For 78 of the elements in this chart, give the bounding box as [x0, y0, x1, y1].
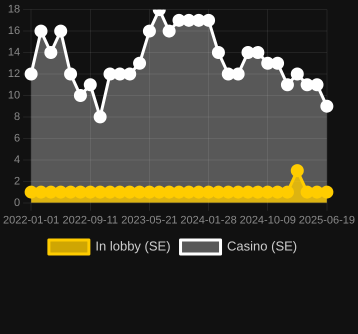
- point: [261, 186, 274, 199]
- point: [271, 56, 284, 70]
- point: [34, 24, 48, 38]
- y-tick-label: 16: [8, 25, 20, 38]
- point: [142, 24, 156, 38]
- point: [271, 186, 284, 199]
- point: [320, 186, 334, 199]
- point: [251, 186, 264, 199]
- point: [123, 68, 136, 80]
- point: [300, 78, 314, 92]
- point: [290, 68, 304, 80]
- point: [242, 186, 255, 199]
- point: [74, 88, 87, 102]
- point: [142, 186, 156, 199]
- x-tick-label: 2022-01-01: [2, 214, 60, 226]
- point: [182, 14, 196, 27]
- x-tick-label: 2022-09-11: [62, 214, 118, 226]
- point: [182, 186, 196, 199]
- point: [202, 14, 216, 27]
- point: [251, 46, 264, 60]
- y-tick-label: 12: [8, 68, 20, 80]
- y-tick-label: 0: [14, 196, 20, 209]
- y-tick-label: 18: [8, 4, 20, 16]
- x-tick-label: 2025-06-19: [298, 214, 356, 226]
- point: [242, 46, 255, 60]
- point: [133, 56, 146, 70]
- y-tick-label: 14: [8, 46, 20, 59]
- y-tick-label: 2: [14, 175, 20, 188]
- legend-label: Casino (SE): [227, 238, 298, 254]
- point: [172, 14, 186, 27]
- point: [103, 68, 116, 80]
- point: [123, 186, 136, 199]
- x-tick-label: 2024-10-09: [240, 214, 296, 226]
- point: [202, 186, 216, 199]
- y-tick-label: 8: [14, 110, 20, 123]
- point: [192, 186, 206, 199]
- legend-label: In lobby (SE): [95, 238, 171, 254]
- x-tick-label: 2023-05-21: [121, 214, 178, 226]
- point: [34, 186, 48, 199]
- point: [290, 164, 304, 178]
- point: [94, 186, 107, 199]
- point: [280, 186, 294, 199]
- point: [232, 186, 245, 199]
- point: [54, 186, 68, 199]
- point: [24, 186, 38, 199]
- point: [103, 186, 116, 199]
- point: [162, 186, 176, 199]
- point: [192, 14, 206, 27]
- point: [113, 186, 126, 199]
- point: [222, 186, 235, 199]
- point: [172, 186, 186, 199]
- x-tick-label: 2024-01-28: [180, 214, 237, 226]
- point: [44, 186, 58, 199]
- point: [133, 186, 146, 199]
- point: [84, 186, 97, 199]
- y-tick-label: 6: [14, 132, 20, 144]
- y-tick-label: 4: [14, 154, 20, 166]
- point: [44, 46, 58, 60]
- point: [212, 186, 225, 199]
- point: [94, 110, 107, 124]
- point: [261, 56, 274, 70]
- point: [232, 68, 245, 80]
- point: [64, 186, 78, 199]
- y-tick-label: 10: [8, 90, 20, 102]
- point: [222, 68, 235, 80]
- point: [84, 78, 97, 92]
- point: [64, 68, 78, 80]
- point: [162, 24, 176, 38]
- point: [74, 186, 87, 199]
- point: [152, 186, 166, 199]
- point: [320, 100, 334, 113]
- point: [212, 46, 225, 60]
- point: [113, 68, 126, 80]
- point: [310, 186, 324, 199]
- point: [310, 78, 324, 92]
- point: [280, 78, 294, 92]
- point: [300, 186, 314, 199]
- point: [54, 24, 68, 38]
